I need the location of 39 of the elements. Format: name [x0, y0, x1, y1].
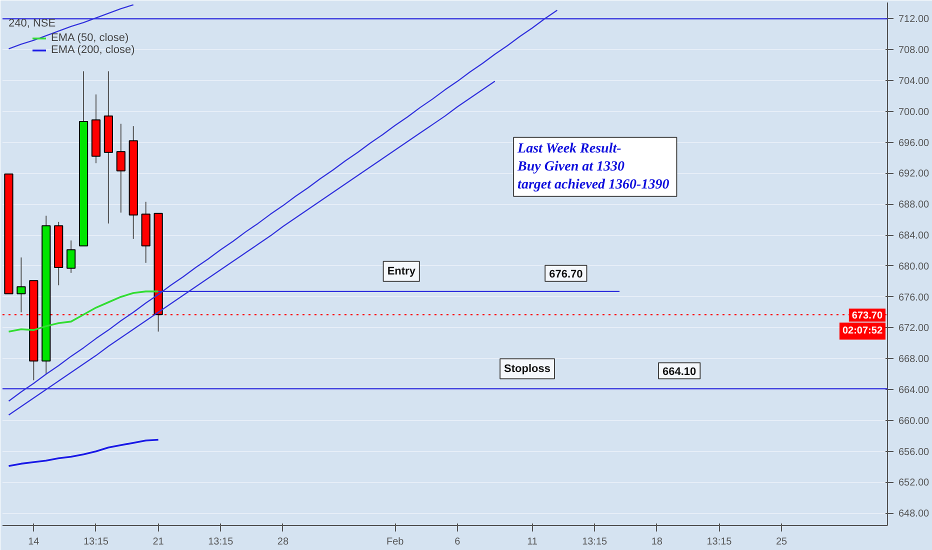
x-tick-label: 13:15: [83, 536, 109, 548]
legend-label: EMA (200, close): [51, 44, 135, 56]
x-tick-label: 18: [651, 536, 663, 548]
y-tick-label: 688.00: [898, 200, 930, 211]
x-tick-label: 13:15: [582, 536, 608, 548]
annotation: 676.70: [549, 268, 583, 280]
ref-line-label: 673.70: [852, 310, 883, 322]
x-tick-label: 21: [152, 536, 164, 548]
y-tick-label: 692.00: [898, 168, 930, 180]
y-tick-label: 672.00: [898, 323, 930, 334]
y-tick-label: 680.00: [898, 261, 930, 272]
y-tick-label: 676.00: [898, 292, 930, 304]
annotation: 02:07:52: [842, 326, 883, 337]
x-tick-label: 13:15: [706, 536, 732, 548]
y-tick-label: 712.00: [898, 14, 930, 26]
y-tick-label: 684.00: [898, 230, 930, 242]
x-tick-label: Feb: [386, 536, 404, 548]
annotation: Stoploss: [504, 362, 550, 375]
y-tick-label: 700.00: [898, 106, 930, 118]
y-tick-label: 668.00: [898, 354, 930, 366]
x-tick-label: 25: [776, 536, 788, 548]
y-tick-label: 708.00: [898, 45, 930, 56]
x-tick-label: 6: [454, 536, 461, 548]
x-tick-label: 13:15: [208, 536, 234, 548]
y-tick-label: 664.00: [898, 385, 930, 396]
x-tick-label: 11: [527, 536, 538, 548]
annotation: Last Week Result- Buy Given at 1330 target achieved 1360-1390: [516, 141, 670, 192]
annotation: Entry: [387, 265, 416, 278]
y-tick-label: 704.00: [898, 76, 930, 88]
y-tick-label: 652.00: [898, 478, 930, 489]
legend-label: EMA (50, close): [51, 32, 129, 44]
y-tick-label: 696.00: [898, 138, 930, 149]
text: 240, NSE: [8, 18, 56, 30]
annotation: 664.10: [662, 366, 696, 378]
y-tick-label: 648.00: [898, 508, 930, 520]
x-tick-label: 14: [28, 536, 40, 548]
x-tick-label: 28: [277, 536, 289, 548]
y-tick-label: 660.00: [898, 416, 930, 427]
y-tick-label: 656.00: [898, 446, 930, 458]
